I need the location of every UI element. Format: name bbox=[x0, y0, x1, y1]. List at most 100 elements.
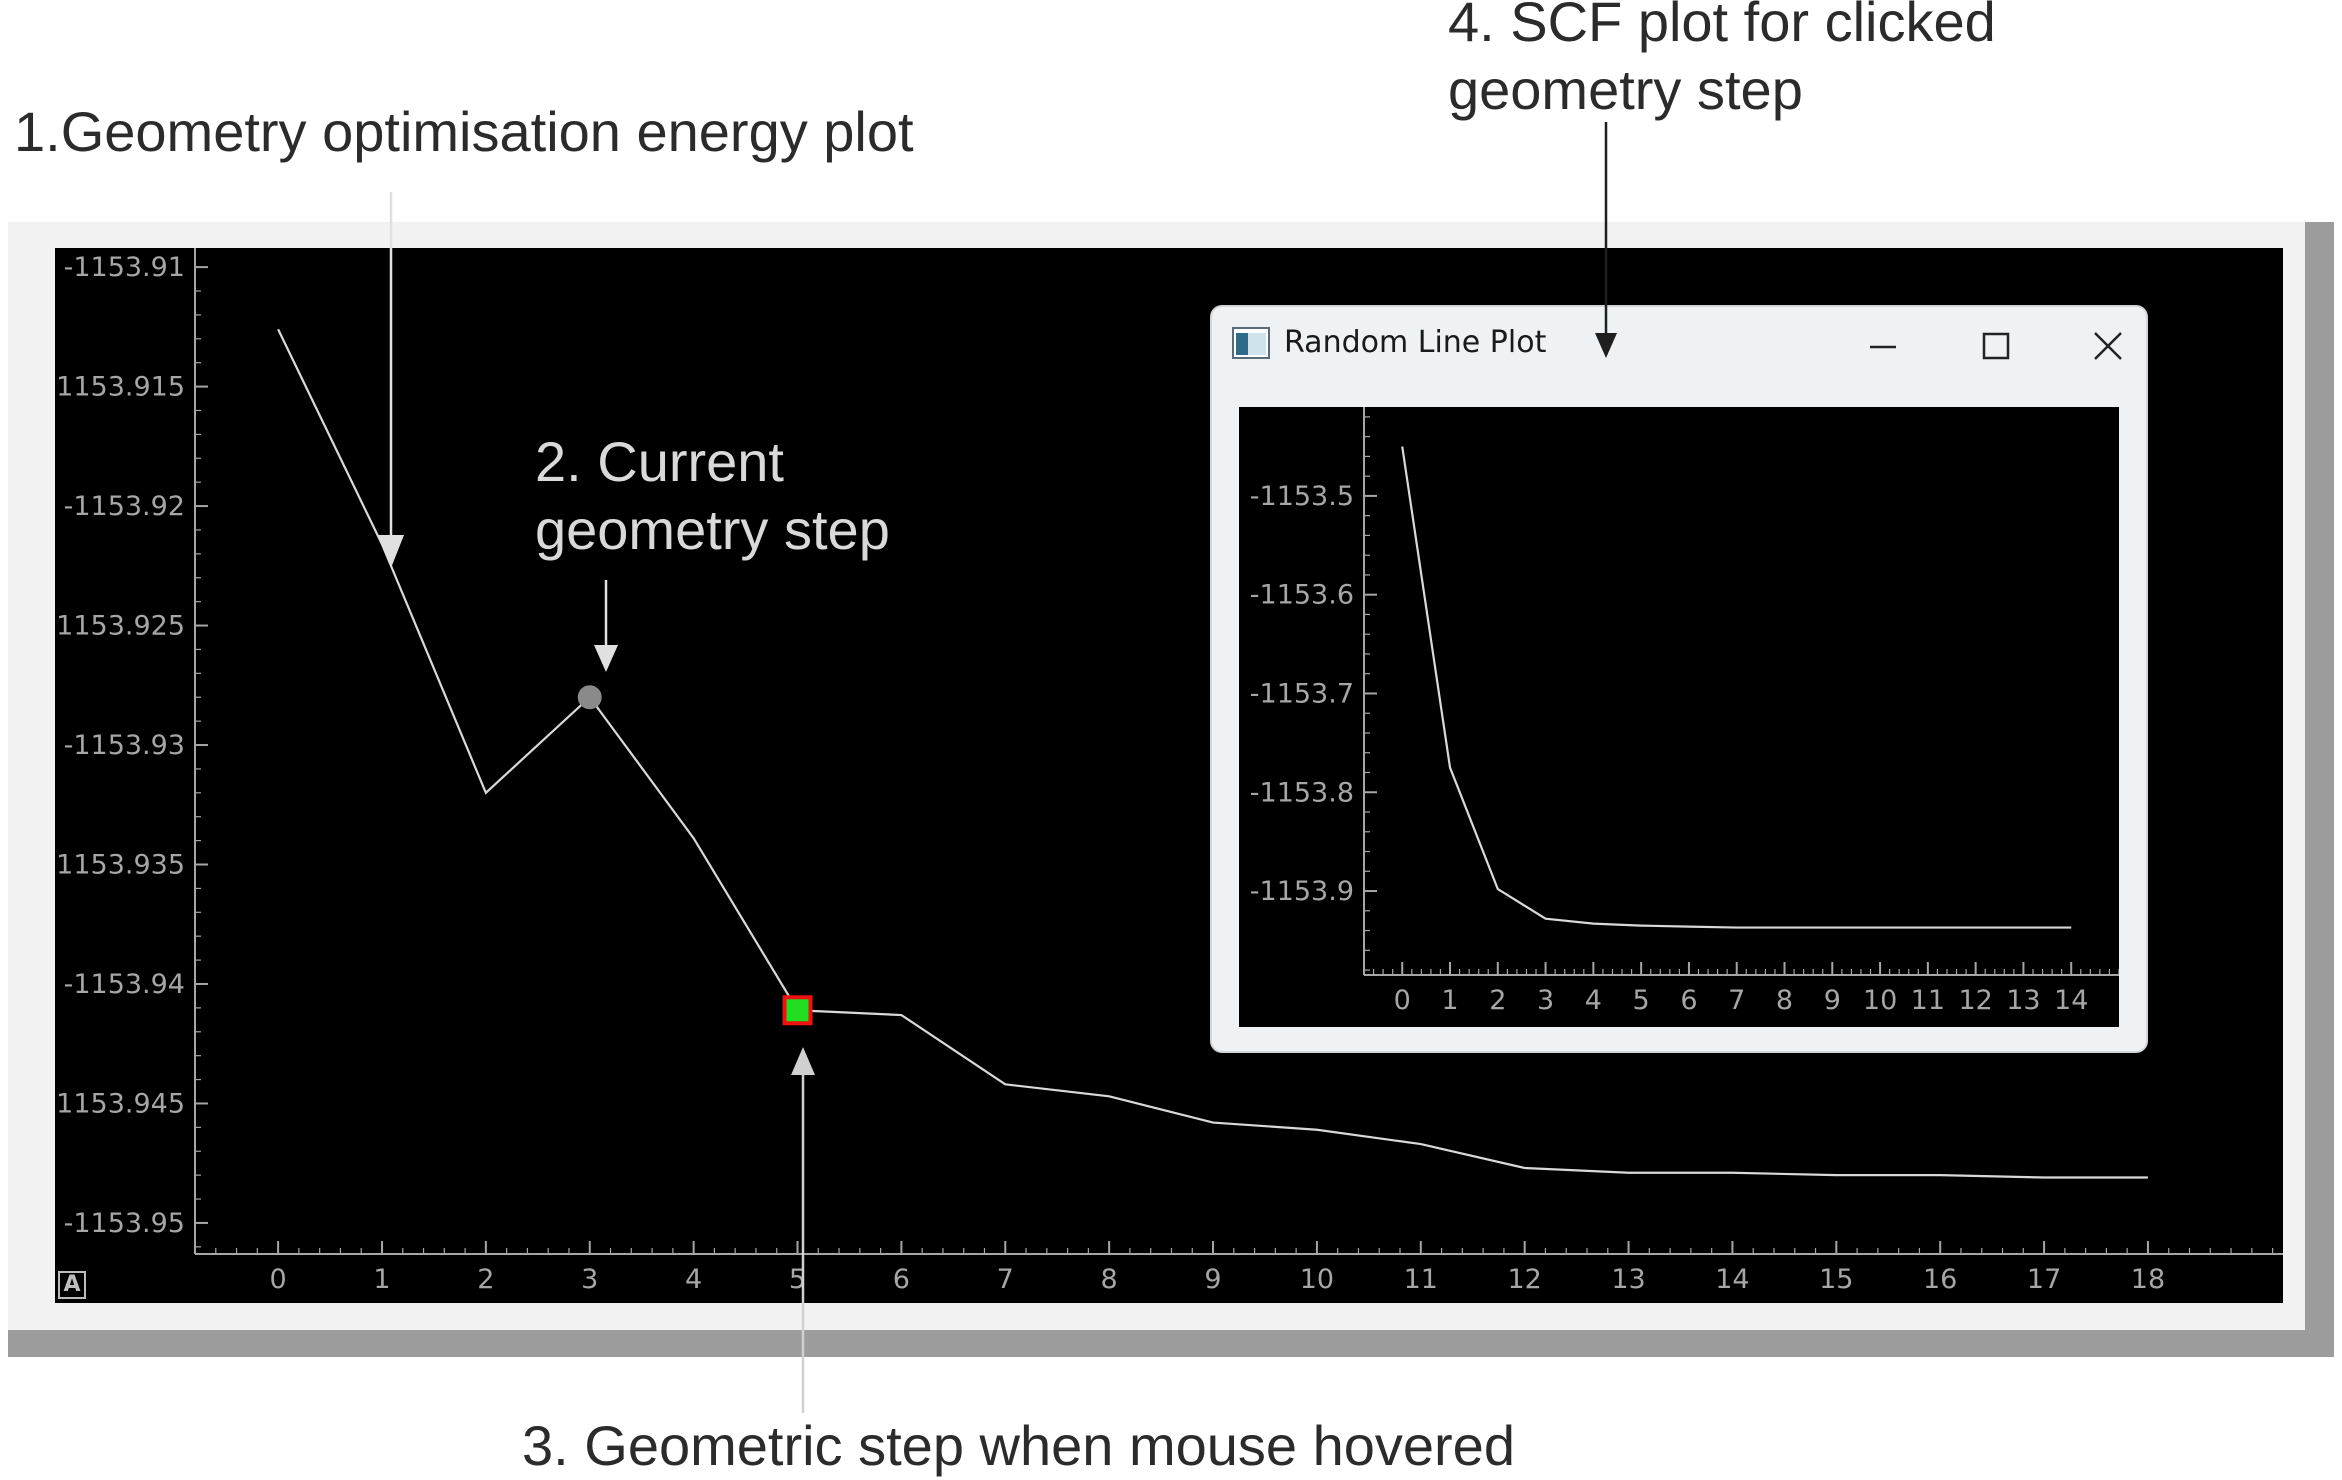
energy-x-tick-label: 16 bbox=[1923, 1264, 1957, 1295]
hovered-step-marker bbox=[782, 995, 813, 1026]
energy-plot-svg[interactable]: 0 1 2 3 4 5 6 7 8 9 10 11 12 13 14 15 16 17 18-1153.91-115… bbox=[46, 248, 2283, 1303]
scf-y-tick-label: -1153.9 bbox=[1250, 876, 1354, 907]
energy-data-point bbox=[1419, 1142, 1423, 1146]
scf-y-tick-label: -1153.5 bbox=[1250, 481, 1354, 512]
annotation-current-step: 2. Current geometry step bbox=[535, 428, 890, 564]
energy-y-tick-label: -1153.925 bbox=[55, 611, 185, 642]
scf-x-tick-label: 14 bbox=[2054, 985, 2088, 1016]
energy-data-point bbox=[1523, 1166, 1527, 1170]
energy-y-tick-label: -1153.93 bbox=[64, 730, 185, 761]
minimize-icon bbox=[1870, 345, 1896, 349]
scf-x-tick-label: 1 bbox=[1441, 985, 1458, 1016]
energy-y-tick-label: -1153.91 bbox=[64, 252, 185, 283]
scf-data-point bbox=[1926, 926, 1930, 930]
scf-y-tick-label: -1153.6 bbox=[1250, 580, 1354, 611]
scf-x-tick-label: 4 bbox=[1585, 985, 1602, 1016]
maximize-button[interactable] bbox=[1965, 317, 2025, 373]
scf-data-point bbox=[1448, 766, 1452, 770]
scf-x-tick-label: 10 bbox=[1863, 985, 1897, 1016]
energy-data-point bbox=[380, 542, 384, 546]
scf-data-point bbox=[1974, 926, 1978, 930]
energy-x-tick-label: 1 bbox=[373, 1264, 390, 1295]
annotation-scf-plot-line2: geometry step bbox=[1448, 58, 1803, 121]
energy-data-point bbox=[1211, 1121, 1215, 1125]
scf-data-point bbox=[1591, 922, 1595, 926]
scf-plot-window[interactable]: Random Line Plot 0 1 2 3 4 5 6 7 8 9 10 11 12 13 14 -11… bbox=[1210, 305, 2148, 1053]
autoscale-button[interactable]: A bbox=[58, 1271, 86, 1299]
energy-x-tick-label: 11 bbox=[1404, 1264, 1438, 1295]
scf-y-tick-label: -1153.8 bbox=[1250, 777, 1354, 808]
scf-x-tick-label: 8 bbox=[1776, 985, 1793, 1016]
energy-data-point bbox=[276, 327, 280, 331]
scf-x-tick-label: 12 bbox=[1958, 985, 1992, 1016]
energy-x-tick-label: 2 bbox=[477, 1264, 494, 1295]
energy-data-point bbox=[2146, 1176, 2150, 1180]
energy-y-tick-label: -1153.92 bbox=[64, 491, 185, 522]
energy-data-point bbox=[1627, 1171, 1631, 1175]
scf-data-point bbox=[1544, 917, 1548, 921]
scf-plot[interactable]: 0 1 2 3 4 5 6 7 8 9 10 11 12 13 14 -1153.5 -1153.6 -1153.… bbox=[1239, 407, 2120, 1027]
scf-x-tick-label: 0 bbox=[1394, 985, 1411, 1016]
annotation-current-step-line1: 2. Current bbox=[535, 430, 784, 493]
energy-y-tick-label: -1153.915 bbox=[55, 372, 185, 403]
scf-data-point bbox=[1735, 926, 1739, 930]
scf-data-point bbox=[1878, 926, 1882, 930]
annotation-hover-step: 3. Geometric step when mouse hovered bbox=[522, 1414, 1515, 1477]
current-step-marker bbox=[577, 685, 602, 710]
energy-data-point bbox=[2042, 1176, 2046, 1180]
energy-x-tick-label: 8 bbox=[1101, 1264, 1118, 1295]
energy-y-tick-label: -1153.935 bbox=[55, 850, 185, 881]
energy-x-tick-label: 9 bbox=[1204, 1264, 1221, 1295]
scf-data-point bbox=[1830, 926, 1834, 930]
energy-data-point bbox=[1938, 1173, 1942, 1177]
annotation-current-step-line2: geometry step bbox=[535, 498, 890, 561]
close-button[interactable] bbox=[2078, 317, 2138, 373]
energy-x-tick-label: 12 bbox=[1507, 1264, 1541, 1295]
scf-data-point bbox=[1496, 887, 1500, 891]
close-icon bbox=[2094, 332, 2122, 360]
annotation-scf-plot: 4. SCF plot for clicked geometry step bbox=[1448, 0, 1996, 124]
annotation-energy-plot: 1.Geometry optimisation energy plot bbox=[14, 100, 914, 163]
energy-y-tick-label: -1153.94 bbox=[64, 969, 185, 1000]
energy-x-tick-label: 14 bbox=[1715, 1264, 1749, 1295]
scf-x-tick-label: 13 bbox=[2006, 985, 2040, 1016]
energy-x-tick-label: 15 bbox=[1819, 1264, 1853, 1295]
scf-x-tick-label: 6 bbox=[1680, 985, 1697, 1016]
scf-x-tick-label: 3 bbox=[1537, 985, 1554, 1016]
maximize-icon bbox=[1982, 332, 2010, 360]
scf-data-point bbox=[1687, 925, 1691, 929]
energy-x-tick-label: 3 bbox=[581, 1264, 598, 1295]
scf-data-point bbox=[1400, 445, 1404, 449]
autoscale-button-label: A bbox=[63, 1272, 81, 1297]
scf-x-tick-label: 5 bbox=[1633, 985, 1650, 1016]
scf-x-tick-label: 2 bbox=[1489, 985, 1506, 1016]
minimize-button[interactable] bbox=[1852, 317, 1912, 373]
energy-x-tick-label: 18 bbox=[2131, 1264, 2165, 1295]
energy-x-tick-label: 5 bbox=[789, 1264, 806, 1295]
scf-plot-svg[interactable]: 0 1 2 3 4 5 6 7 8 9 10 11 12 13 14-1153.5-1153.6-1153.… bbox=[1239, 407, 2120, 1027]
scf-x-tick-label: 11 bbox=[1911, 985, 1945, 1016]
scf-data-point bbox=[1783, 926, 1787, 930]
energy-x-tick-label: 10 bbox=[1300, 1264, 1334, 1295]
energy-data-point bbox=[1107, 1094, 1111, 1098]
energy-x-tick-label: 6 bbox=[893, 1264, 910, 1295]
energy-y-tick-label: -1153.95 bbox=[64, 1208, 185, 1239]
energy-x-tick-label: 7 bbox=[997, 1264, 1014, 1295]
scf-data-point bbox=[2021, 926, 2025, 930]
scf-window-titlebar[interactable]: Random Line Plot bbox=[1212, 307, 2146, 383]
annotation-scf-plot-line1: 4. SCF plot for clicked bbox=[1448, 0, 1996, 53]
energy-data-point bbox=[1003, 1082, 1007, 1086]
energy-y-tick-label: -1153.945 bbox=[55, 1088, 185, 1119]
energy-x-tick-label: 4 bbox=[685, 1264, 702, 1295]
energy-x-tick-label: 13 bbox=[1611, 1264, 1645, 1295]
scf-data-point bbox=[2069, 926, 2073, 930]
energy-data-point bbox=[484, 791, 488, 795]
energy-data-point bbox=[899, 1013, 903, 1017]
window-app-icon bbox=[1232, 327, 1270, 359]
scf-y-tick-label: -1153.7 bbox=[1250, 678, 1354, 709]
energy-data-point bbox=[1315, 1128, 1319, 1132]
scf-x-tick-label: 7 bbox=[1728, 985, 1745, 1016]
scf-x-tick-label: 9 bbox=[1824, 985, 1841, 1016]
energy-data-point bbox=[1730, 1171, 1734, 1175]
scf-series-line bbox=[1401, 446, 2072, 929]
